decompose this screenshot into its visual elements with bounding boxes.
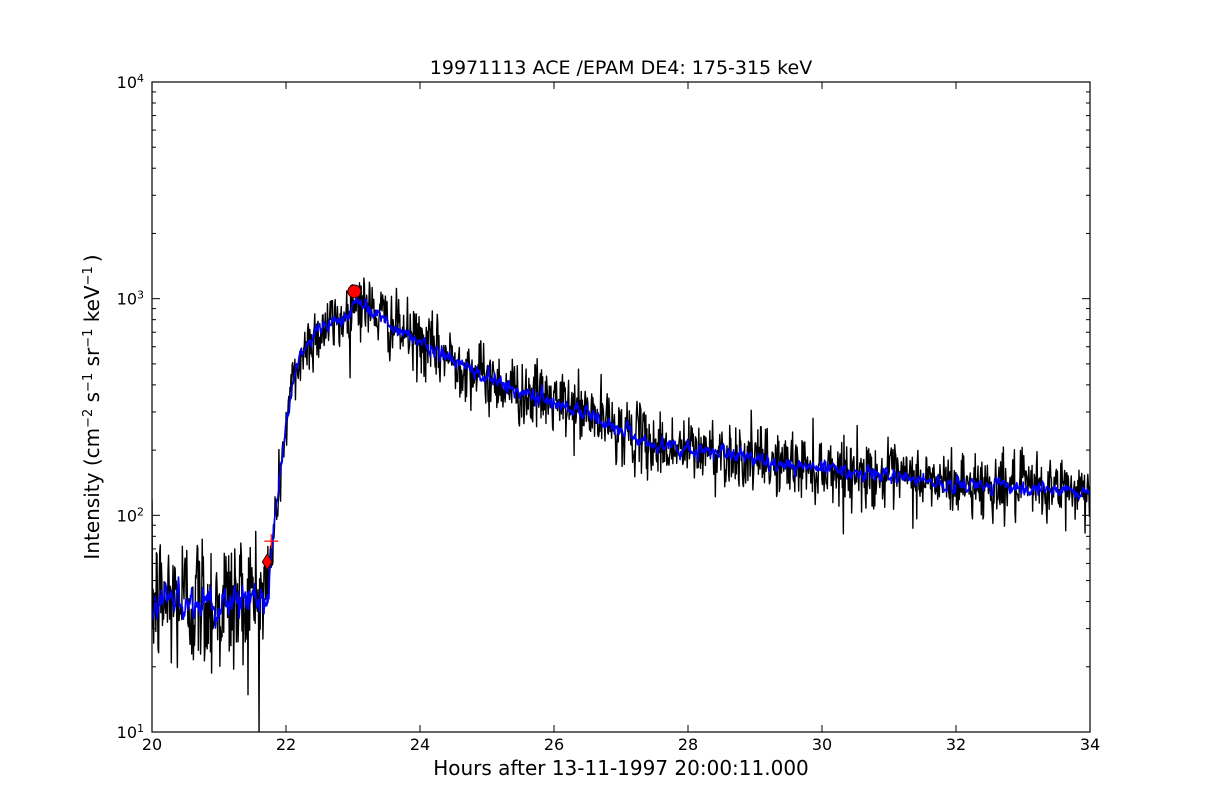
onset-plus-marker [264,534,279,549]
x-axis-label: Hours after 13-11-1997 20:00:11.000 [433,756,809,780]
x-tick-label: 24 [410,735,430,754]
chart-title: 19971113 ACE /EPAM DE4: 175-315 keV [430,57,812,79]
y-tick-label: 103 [117,288,144,309]
x-tick-label: 20 [142,735,162,754]
x-tick-label: 22 [276,735,296,754]
y-tick-label: 102 [117,505,144,526]
x-tick-label: 30 [812,735,832,754]
smoothed-series-line [152,297,1090,629]
x-tick-label: 34 [1080,735,1100,754]
peak-circle-marker [347,284,362,299]
y-tick-label: 101 [117,722,144,743]
y-tick-label: 104 [117,72,144,93]
x-tick-label: 32 [946,735,966,754]
onset-diamond-marker [261,553,273,571]
y-axis-label: Intensity (cm−2 s−1 sr−1 keV−1) [80,254,104,559]
raw-series-line [152,277,1090,732]
x-tick-label: 28 [678,735,698,754]
x-tick-label: 26 [544,735,564,754]
plot-frame [151,81,1091,733]
